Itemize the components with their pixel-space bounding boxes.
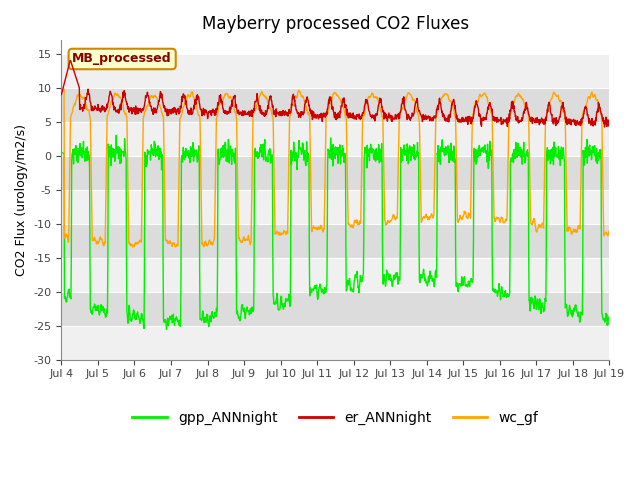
- Line: er_ANNnight: er_ANNnight: [61, 60, 609, 127]
- wc_gf: [241, 237, 249, 243]
- Legend: gpp_ANNnight, er_ANNnight, wc_gf: gpp_ANNnight, er_ANNnight, wc_gf: [127, 405, 544, 430]
- er_ANNnight: [166, 108, 174, 113]
- Bar: [61, 156, 609, 190]
- Bar: [61, 258, 609, 292]
- wc_gf: [167, 240, 175, 246]
- er_ANNnight: [493, 115, 500, 121]
- gpp_ANNnight: [167, 317, 175, 323]
- wc_gf: [605, 228, 613, 234]
- Line: wc_gf: wc_gf: [61, 89, 609, 247]
- wc_gf: [180, 103, 188, 109]
- er_ANNnight: [605, 122, 613, 128]
- wc_gf: [129, 244, 136, 250]
- gpp_ANNnight: [58, 149, 65, 155]
- wc_gf: [60, 86, 68, 92]
- er_ANNnight: [241, 111, 249, 117]
- gpp_ANNnight: [493, 288, 500, 293]
- gpp_ANNnight: [605, 316, 613, 322]
- Line: gpp_ANNnight: gpp_ANNnight: [61, 135, 609, 329]
- Bar: [61, 190, 609, 224]
- Y-axis label: CO2 Flux (urology/m2/s): CO2 Flux (urology/m2/s): [15, 124, 28, 276]
- Bar: [61, 122, 609, 156]
- wc_gf: [493, 215, 500, 220]
- gpp_ANNnight: [541, 295, 549, 301]
- wc_gf: [58, 88, 65, 94]
- gpp_ANNnight: [113, 132, 120, 138]
- Title: Mayberry processed CO2 Fluxes: Mayberry processed CO2 Fluxes: [202, 15, 469, 33]
- Bar: [61, 292, 609, 325]
- Text: MB_processed: MB_processed: [72, 52, 172, 65]
- er_ANNnight: [180, 91, 188, 97]
- gpp_ANNnight: [163, 326, 170, 332]
- wc_gf: [421, 215, 429, 220]
- gpp_ANNnight: [241, 316, 249, 322]
- er_ANNnight: [601, 124, 609, 130]
- gpp_ANNnight: [421, 275, 429, 281]
- er_ANNnight: [67, 58, 74, 63]
- er_ANNnight: [421, 115, 429, 121]
- gpp_ANNnight: [180, 151, 188, 156]
- er_ANNnight: [541, 116, 548, 122]
- er_ANNnight: [58, 92, 65, 97]
- Bar: [61, 54, 609, 88]
- Bar: [61, 88, 609, 122]
- wc_gf: [541, 141, 549, 147]
- Bar: [61, 325, 609, 360]
- Bar: [61, 224, 609, 258]
